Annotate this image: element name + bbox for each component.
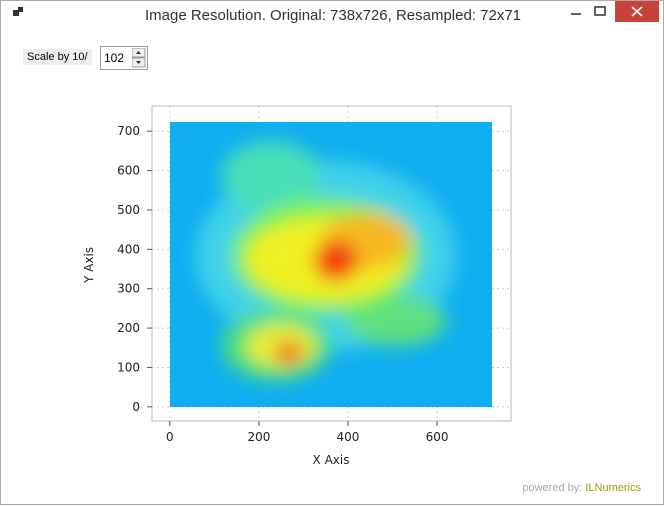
x-tick-label: 600: [426, 430, 449, 444]
scale-spinner[interactable]: 102: [100, 46, 148, 70]
footer: powered by: ILNumerics: [522, 482, 641, 494]
x-axis-label: X Axis: [313, 453, 350, 467]
y-tick-label: 0: [132, 400, 140, 414]
minimize-button[interactable]: [562, 1, 590, 22]
app-icon: [13, 10, 19, 16]
y-tick-label: 300: [117, 282, 140, 296]
close-button[interactable]: [615, 1, 659, 22]
x-tick-label: 200: [247, 430, 270, 444]
x-tick-label: 0: [166, 430, 174, 444]
y-tick-label: 700: [117, 124, 140, 138]
scale-value: 102: [104, 51, 125, 65]
close-glyph: [631, 6, 643, 17]
footer-brand: ILNumerics: [585, 482, 641, 494]
y-tick-label: 500: [117, 203, 140, 217]
y-tick-label: 200: [117, 321, 140, 335]
window-title: Image Resolution. Original: 738x726, Res…: [144, 7, 522, 24]
y-tick-label: 400: [117, 242, 140, 256]
y-tick-label: 600: [117, 164, 140, 178]
x-tick-label: 400: [337, 430, 360, 444]
y-tick-label: 100: [117, 360, 140, 374]
scale-label: Scale by 10/: [23, 49, 92, 65]
maximize-glyph: [594, 6, 606, 16]
maximize-button[interactable]: [587, 1, 615, 22]
footer-prefix: powered by:: [522, 482, 583, 494]
y-axis-label: Y Axis: [82, 247, 96, 284]
spinner-arrows[interactable]: [132, 48, 146, 68]
heatmap-image: [170, 122, 492, 407]
app-icon-part: [18, 7, 23, 12]
